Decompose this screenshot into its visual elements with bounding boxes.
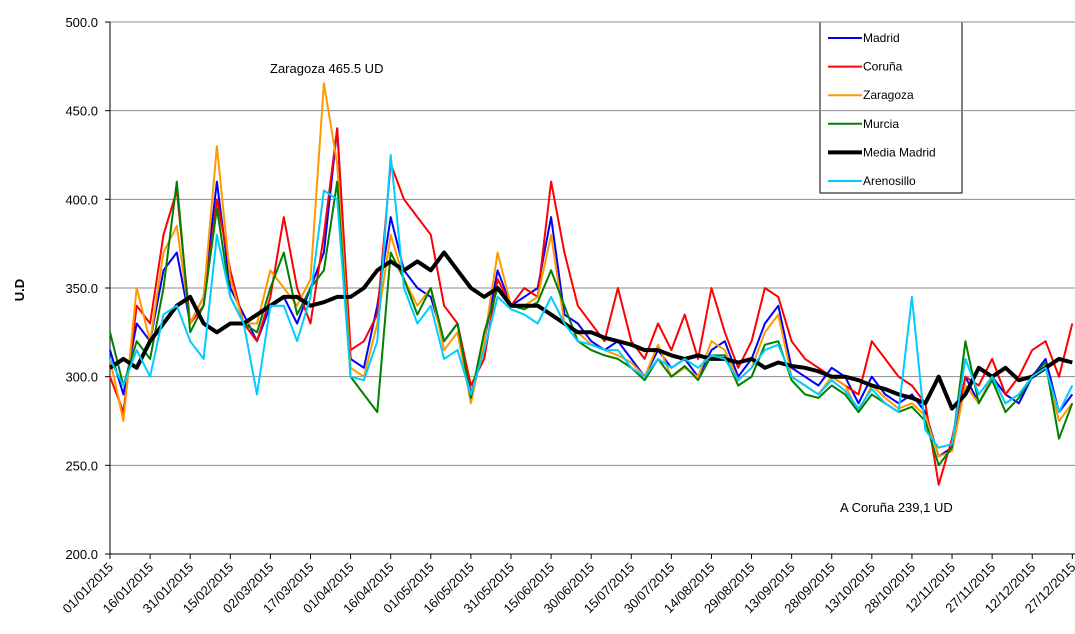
- legend-label: Zaragoza: [863, 88, 914, 102]
- y-tick-label: 350.0: [65, 281, 98, 296]
- annotation: A Coruña 239,1 UD: [840, 500, 953, 515]
- series-line: [109, 127, 1074, 486]
- legend-label: Madrid: [863, 31, 900, 45]
- y-tick-label: 500.0: [65, 15, 98, 30]
- y-tick-label: 250.0: [65, 458, 98, 473]
- legend-box: [819, 21, 963, 194]
- y-axis-label: U.D: [12, 279, 27, 301]
- series-line: [109, 154, 1074, 449]
- legend-label: Media Madrid: [863, 145, 936, 159]
- series-line: [109, 180, 1074, 467]
- legend-label: Murcia: [863, 117, 899, 131]
- y-tick-label: 300.0: [65, 370, 98, 385]
- legend-label: Coruña: [863, 60, 903, 74]
- annotation: Zaragoza 465.5 UD: [270, 61, 383, 76]
- legend-label: Arenosillo: [863, 174, 916, 188]
- y-tick-label: 400.0: [65, 192, 98, 207]
- y-tick-label: 450.0: [65, 104, 98, 119]
- y-tick-label: 200.0: [65, 547, 98, 562]
